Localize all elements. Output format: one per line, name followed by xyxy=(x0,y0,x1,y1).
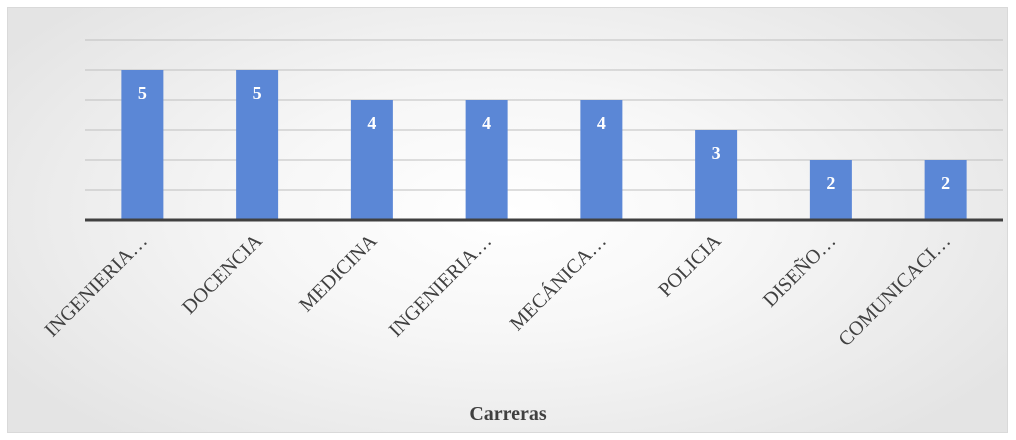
bar-value-label: 3 xyxy=(712,143,721,163)
bar-value-label: 5 xyxy=(253,83,262,103)
x-tick-label: DOCENCIA xyxy=(178,230,267,319)
bar-value-label: 2 xyxy=(941,173,950,193)
x-tick-label: DISEÑO… xyxy=(757,229,840,312)
bar xyxy=(465,100,508,220)
bar xyxy=(809,160,852,220)
x-tick-label: COMUNICACI… xyxy=(834,230,955,351)
x-tick-label: POLICIA xyxy=(654,230,726,302)
x-tick-label: INGENIERIA… xyxy=(41,230,152,341)
bar-value-label: 4 xyxy=(367,113,376,133)
bar xyxy=(580,100,623,220)
x-axis-title: Carreras xyxy=(469,403,547,425)
gridlines xyxy=(85,39,1003,191)
bar xyxy=(350,100,393,220)
bar-value-label: 4 xyxy=(597,113,606,133)
bar-chart: 5 54 4 432 2 INGENIERIA… DOCENCIA MEDICINA INGE… xyxy=(41,39,1003,425)
bar xyxy=(695,130,738,220)
data-labels: 5 5 4 4 4 3 2 2 xyxy=(138,83,950,193)
x-tick-labels: INGENIERIA… DOCENCIA MEDICINA INGENIERIA… ME… xyxy=(41,229,956,351)
bar-value-label: 2 xyxy=(826,173,835,193)
bars xyxy=(121,70,967,220)
bar-value-label: 4 xyxy=(482,113,491,133)
x-tick-label: MEDICINA xyxy=(295,230,382,317)
bar-value-label: 5 xyxy=(138,83,147,103)
bar xyxy=(236,70,279,220)
x-tick-label: MECÁNICA… xyxy=(505,229,611,335)
bar xyxy=(121,70,164,220)
x-tick-label: INGENIERIA… xyxy=(385,230,496,341)
bar xyxy=(924,160,967,220)
